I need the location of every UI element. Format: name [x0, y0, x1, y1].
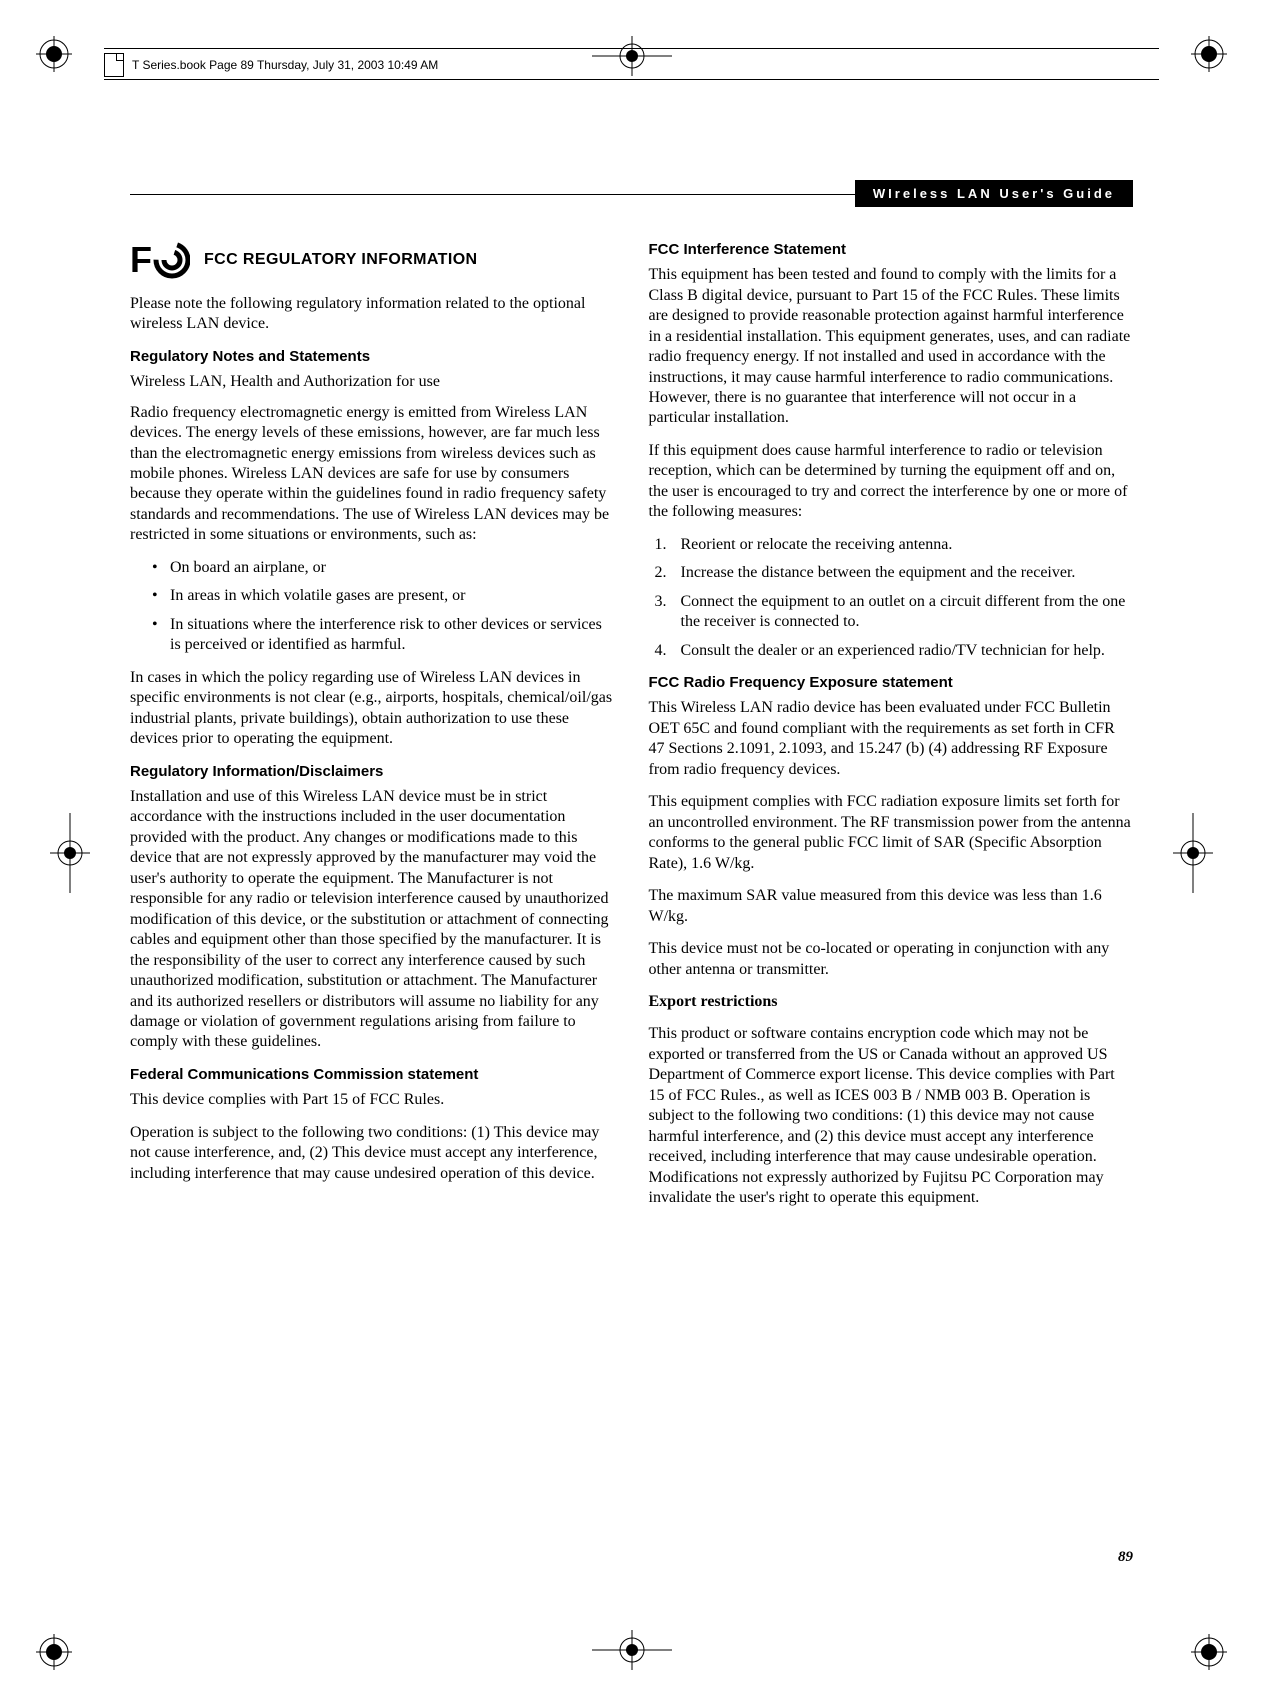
content-frame: WIreless LAN User's Guide F FCC REGULATO…	[130, 180, 1133, 1566]
section-header: WIreless LAN User's Guide	[855, 180, 1133, 207]
subheading: FCC Interference Statement	[649, 240, 1134, 259]
registration-mark-icon	[50, 813, 90, 893]
crop-mark-icon	[1191, 1634, 1227, 1670]
svg-text:F: F	[130, 240, 152, 280]
crop-mark-icon	[1191, 36, 1227, 72]
framemaker-meta-text: T Series.book Page 89 Thursday, July 31,…	[132, 58, 438, 72]
registration-mark-icon	[1173, 813, 1213, 893]
fcc-title: FCC REGULATORY INFORMATION	[204, 250, 478, 270]
list-item: On board an airplane, or	[152, 558, 615, 578]
body-text: If this equipment does cause harmful int…	[649, 441, 1134, 523]
body-text: Wireless LAN, Health and Authorization f…	[130, 372, 615, 392]
list-item: Reorient or relocate the receiving anten…	[671, 535, 1134, 555]
body-text: This device must not be co-located or op…	[649, 939, 1134, 980]
crop-mark-icon	[36, 36, 72, 72]
body-text: Installation and use of this Wireless LA…	[130, 787, 615, 1053]
fcc-logo-icon: F	[130, 240, 190, 280]
body-text: Please note the following regulatory inf…	[130, 294, 615, 335]
numbered-list: Reorient or relocate the receiving anten…	[649, 535, 1134, 661]
list-item: Consult the dealer or an experienced rad…	[671, 641, 1134, 661]
body-text: This device complies with Part 15 of FCC…	[130, 1090, 615, 1110]
subheading: Federal Communications Commission statem…	[130, 1065, 615, 1084]
registration-mark-icon	[592, 1630, 672, 1670]
framemaker-meta-bar: T Series.book Page 89 Thursday, July 31,…	[104, 48, 1159, 80]
body-columns: F FCC REGULATORY INFORMATION Please note…	[130, 240, 1133, 1536]
crop-mark-icon	[36, 1634, 72, 1670]
body-text: This Wireless LAN radio device has been …	[649, 698, 1134, 780]
body-text: This product or software contains encryp…	[649, 1024, 1134, 1208]
body-text: This equipment has been tested and found…	[649, 265, 1134, 429]
subheading: Regulatory Notes and Statements	[130, 347, 615, 366]
document-icon	[104, 53, 124, 77]
subheading: Regulatory Information/Disclaimers	[130, 762, 615, 781]
subheading: FCC Radio Frequency Exposure statement	[649, 673, 1134, 692]
list-item: Increase the distance between the equipm…	[671, 563, 1134, 583]
page: T Series.book Page 89 Thursday, July 31,…	[0, 0, 1263, 1706]
list-item: In areas in which volatile gases are pre…	[152, 586, 615, 606]
body-text: The maximum SAR value measured from this…	[649, 886, 1134, 927]
body-text: This equipment complies with FCC radiati…	[649, 792, 1134, 874]
page-number: 89	[1118, 1549, 1133, 1566]
body-text: Radio frequency electromagnetic energy i…	[130, 403, 615, 546]
body-text: Operation is subject to the following tw…	[130, 1123, 615, 1184]
bullet-list: On board an airplane, or In areas in whi…	[130, 558, 615, 656]
list-item: Connect the equipment to an outlet on a …	[671, 592, 1134, 633]
body-text: In cases in which the policy regarding u…	[130, 668, 615, 750]
subheading: Export restrictions	[649, 992, 1134, 1012]
fcc-heading-row: F FCC REGULATORY INFORMATION	[130, 240, 615, 280]
list-item: In situations where the interference ris…	[152, 615, 615, 656]
